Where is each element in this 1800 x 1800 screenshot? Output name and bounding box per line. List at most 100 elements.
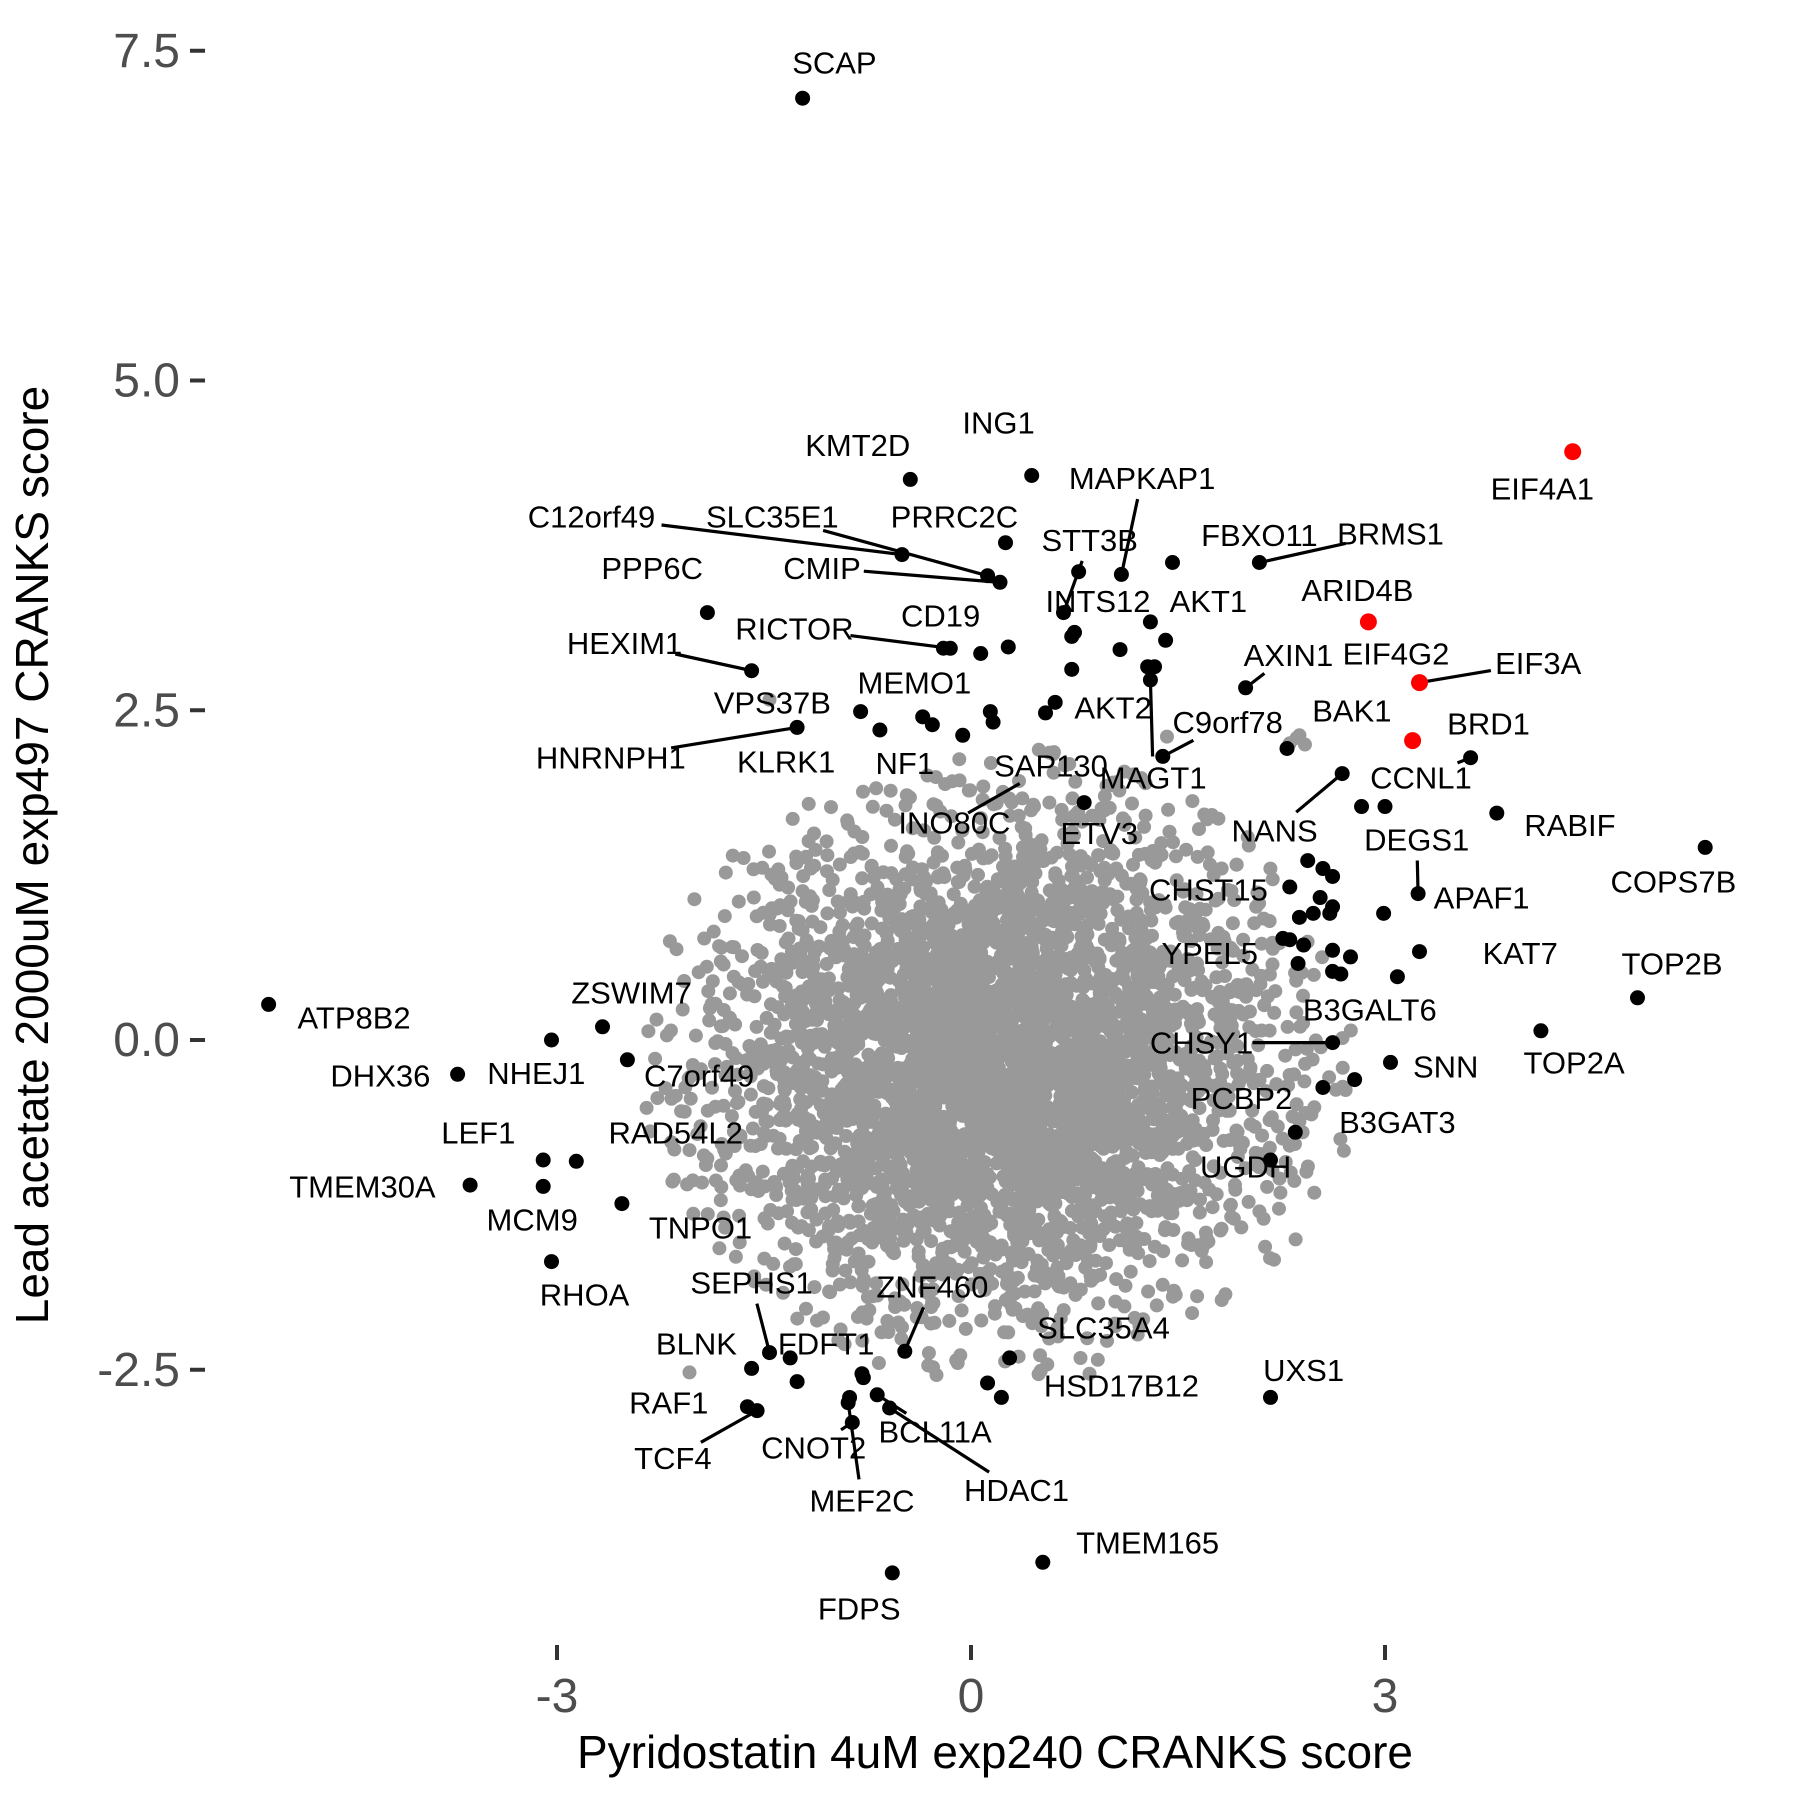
gene-label-HSD17B12: HSD17B12 — [1044, 1369, 1199, 1404]
hit-point — [1389, 969, 1405, 985]
background-point — [1188, 919, 1203, 933]
background-point — [1219, 1103, 1234, 1118]
background-point — [728, 1084, 742, 1099]
background-point — [675, 1002, 690, 1017]
background-point — [1122, 1194, 1137, 1209]
background-point — [1035, 1067, 1050, 1082]
background-point — [1073, 906, 1088, 921]
hit-point — [1067, 624, 1082, 640]
background-point — [884, 949, 899, 964]
background-point — [1192, 901, 1207, 916]
background-point — [1055, 1153, 1070, 1168]
background-point — [869, 951, 884, 966]
gene-label-C9orf78: C9orf78 — [1173, 705, 1283, 740]
background-point — [1255, 1128, 1270, 1143]
background-point — [946, 1031, 961, 1046]
background-point — [814, 972, 829, 987]
background-point — [1206, 1078, 1221, 1093]
background-point — [829, 1121, 844, 1135]
background-point — [895, 1277, 910, 1292]
background-point — [708, 1057, 722, 1072]
gene-label-FDFT1: FDFT1 — [778, 1326, 874, 1361]
background-point — [777, 1007, 792, 1022]
background-point — [1053, 1089, 1068, 1104]
background-point — [818, 994, 833, 1009]
background-point — [1046, 765, 1061, 780]
background-point — [814, 1157, 829, 1172]
gene-label-LEF1: LEF1 — [441, 1115, 515, 1150]
background-point — [1083, 1239, 1098, 1254]
background-point — [1206, 1113, 1220, 1128]
background-point — [1042, 795, 1057, 810]
background-point — [687, 892, 702, 907]
background-point — [995, 1205, 1010, 1220]
background-point — [895, 1216, 910, 1231]
background-point — [1189, 887, 1204, 902]
background-point — [1047, 1208, 1062, 1223]
hit-point-NHEJ1 — [544, 1032, 559, 1048]
gene-label-STT3B: STT3B — [1041, 523, 1137, 558]
x-axis-title: Pyridostatin 4uM exp240 CRANKS score — [577, 1726, 1413, 1778]
hit-point-TOP2B — [1630, 990, 1645, 1006]
background-point — [677, 974, 692, 988]
background-point — [1263, 861, 1278, 876]
background-point — [1070, 1187, 1085, 1202]
hit-point-SEPHS1 — [762, 1345, 777, 1361]
background-point — [871, 1356, 886, 1370]
background-point — [1159, 1195, 1174, 1210]
gene-label-SEPHS1: SEPHS1 — [690, 1266, 812, 1301]
hit-point — [1076, 795, 1092, 811]
background-point — [971, 867, 985, 882]
background-point — [725, 940, 740, 954]
background-point — [1171, 1141, 1186, 1156]
background-point — [664, 1135, 679, 1150]
background-point — [910, 975, 925, 990]
background-point — [921, 1358, 936, 1373]
background-point — [975, 1124, 990, 1139]
background-point — [941, 1164, 956, 1179]
gene-label-UXS1: UXS1 — [1263, 1353, 1344, 1388]
background-point — [767, 1175, 782, 1189]
background-point — [942, 1313, 957, 1328]
background-point — [944, 809, 959, 824]
background-point — [1038, 1100, 1053, 1115]
background-point — [1289, 730, 1304, 745]
background-point — [927, 935, 942, 950]
gene-label-TCF4: TCF4 — [634, 1441, 712, 1476]
background-point — [1013, 1202, 1028, 1217]
background-point — [851, 1199, 866, 1214]
background-point — [1333, 1132, 1348, 1147]
background-point — [677, 1104, 692, 1119]
background-point — [901, 846, 916, 861]
background-point — [1307, 1185, 1322, 1200]
background-point — [1031, 742, 1046, 757]
background-point — [1145, 1104, 1160, 1119]
hit-point-ING1 — [1024, 468, 1040, 483]
background-point — [1129, 1229, 1144, 1244]
leader-line — [1295, 774, 1341, 814]
background-point — [1026, 797, 1041, 812]
background-point — [1149, 1298, 1164, 1313]
gene-label-UGDH: UGDH — [1200, 1150, 1291, 1185]
leader-line — [850, 634, 948, 650]
hit-point — [1262, 1152, 1278, 1168]
background-point — [1031, 1301, 1046, 1316]
background-point — [649, 1012, 664, 1027]
background-point — [869, 1276, 884, 1291]
background-point — [783, 1068, 798, 1082]
background-point — [855, 871, 870, 886]
gene-label-NHEJ1: NHEJ1 — [487, 1056, 585, 1091]
background-point — [1267, 1252, 1281, 1267]
gene-label-SLC35E1: SLC35E1 — [706, 499, 839, 534]
gene-label-BAK1: BAK1 — [1312, 693, 1391, 728]
gene-label-HEXIM1: HEXIM1 — [567, 626, 682, 661]
background-point — [1036, 853, 1051, 868]
background-point — [1162, 1078, 1177, 1092]
background-point — [1055, 1220, 1070, 1235]
background-point — [639, 1100, 654, 1115]
background-point — [757, 1251, 772, 1266]
background-point — [1182, 1092, 1196, 1107]
background-point — [1021, 1247, 1036, 1261]
background-point — [801, 796, 816, 811]
background-point — [1176, 957, 1191, 971]
